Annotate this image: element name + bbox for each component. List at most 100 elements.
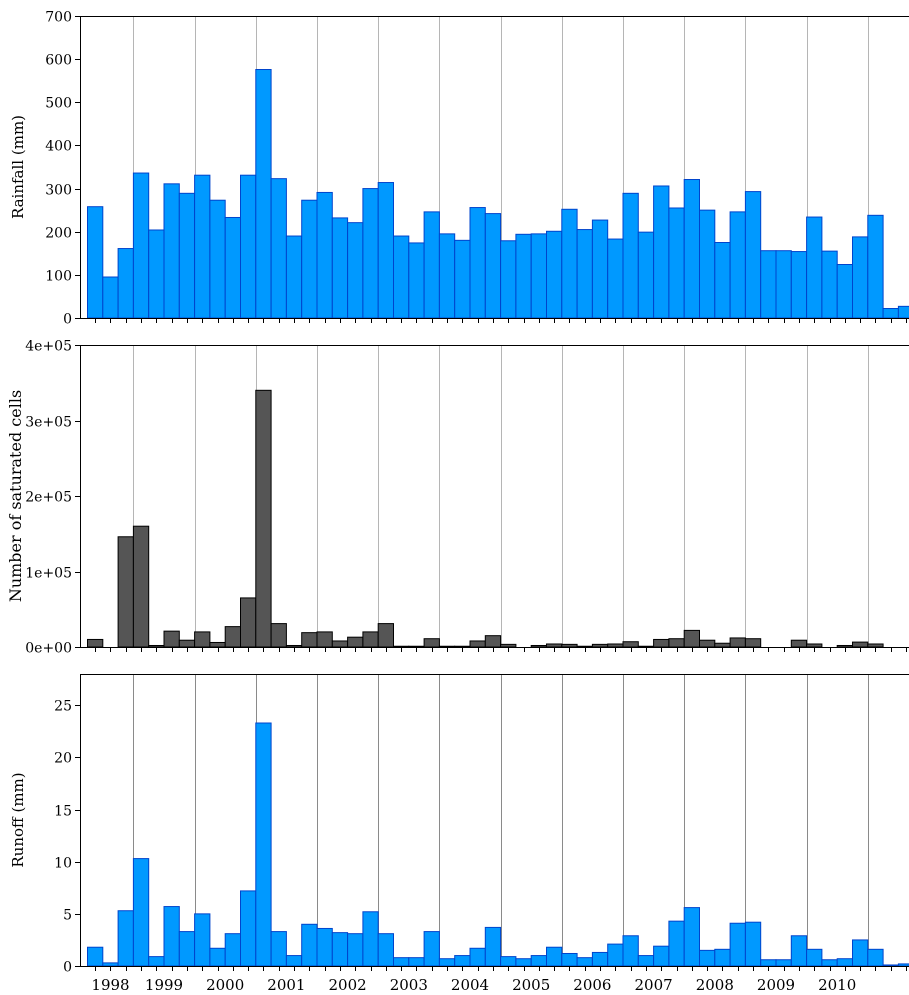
bar	[637, 955, 655, 967]
bar	[867, 643, 884, 648]
bar	[836, 644, 854, 648]
bar	[347, 933, 364, 967]
bar	[530, 955, 548, 967]
bar	[591, 643, 609, 648]
y-tick-label: 500	[45, 96, 72, 112]
bar	[744, 638, 762, 648]
bar	[377, 623, 395, 648]
bar	[362, 911, 379, 967]
bar	[316, 631, 333, 648]
y-axis-label: Number of saturated cells	[6, 390, 25, 602]
y-tick-label: 4e+05	[25, 339, 72, 355]
bar	[591, 219, 609, 319]
y-tick-label: 1e+05	[25, 566, 72, 582]
bar	[209, 947, 226, 967]
bar	[163, 183, 180, 319]
bar	[393, 957, 410, 967]
bar	[87, 946, 104, 967]
bar	[331, 217, 349, 319]
bar	[178, 192, 196, 319]
bar	[561, 208, 578, 319]
bar	[117, 910, 134, 967]
bar	[178, 931, 196, 967]
bar	[347, 636, 364, 648]
year-label: 2008	[696, 976, 734, 994]
bar	[790, 639, 808, 648]
year-label: 2007	[635, 976, 673, 994]
bar	[102, 276, 119, 319]
bar	[209, 199, 226, 319]
bar	[760, 250, 777, 319]
bar	[699, 949, 716, 967]
year-label: 2002	[329, 976, 367, 994]
bar	[836, 264, 854, 319]
bar	[301, 923, 318, 967]
bar	[882, 308, 899, 319]
bar	[561, 643, 578, 648]
bar	[423, 211, 440, 319]
bar	[790, 251, 808, 319]
bar	[637, 231, 655, 319]
bar	[377, 182, 395, 319]
bar	[653, 185, 670, 319]
bar	[255, 69, 272, 319]
bar	[393, 235, 410, 319]
bar	[683, 179, 701, 319]
bar	[729, 637, 746, 648]
bar	[301, 632, 318, 648]
bar	[653, 638, 670, 648]
bar	[729, 922, 746, 967]
bar	[806, 216, 823, 319]
bar	[622, 192, 639, 319]
y-tick-label: 600	[45, 53, 72, 69]
bar	[897, 305, 909, 319]
bar	[454, 955, 471, 967]
year-label: 1998	[91, 976, 129, 994]
bar	[576, 957, 593, 967]
y-tick-label: 300	[45, 183, 72, 199]
bar	[500, 240, 517, 319]
bar	[270, 623, 287, 648]
bar	[561, 952, 578, 967]
bar	[484, 926, 502, 967]
bar	[270, 178, 287, 319]
bar	[454, 239, 471, 319]
year-label: 2001	[267, 976, 305, 994]
bar	[546, 230, 563, 319]
bar	[591, 951, 609, 967]
bar	[668, 207, 685, 319]
bar	[484, 213, 502, 319]
bar	[836, 958, 854, 967]
bar	[132, 858, 150, 967]
year-label: 2009	[757, 976, 795, 994]
bar	[806, 948, 823, 967]
bar	[163, 906, 180, 967]
bar	[530, 644, 548, 648]
bar	[882, 964, 899, 967]
saturated-cells-panel: 0e+00 1e+05 2e+05 3e+05 4e+05 Number of satur…	[6, 339, 909, 657]
bar	[316, 927, 333, 967]
bar	[240, 890, 257, 967]
runoff-panel: 0 5 10 15 20 25 Runoff (mm)	[9, 674, 909, 976]
bar	[454, 645, 471, 648]
bar	[270, 931, 287, 967]
bar	[607, 643, 624, 648]
bar	[852, 236, 869, 319]
y-tick-label: 3e+05	[25, 415, 72, 431]
bar	[240, 174, 257, 319]
bar	[668, 638, 685, 648]
bar	[285, 235, 303, 319]
bar	[897, 963, 909, 967]
bar	[683, 907, 701, 967]
y-tick-label: 200	[45, 226, 72, 242]
bar	[209, 641, 226, 648]
y-tick-label: 400	[45, 139, 72, 155]
year-label: 2006	[573, 976, 611, 994]
bar	[821, 250, 838, 319]
y-tick-label: 5	[63, 908, 72, 924]
bar	[469, 640, 486, 648]
bar	[240, 597, 257, 648]
bar	[867, 948, 884, 967]
bar	[331, 932, 349, 967]
bar	[607, 238, 624, 319]
